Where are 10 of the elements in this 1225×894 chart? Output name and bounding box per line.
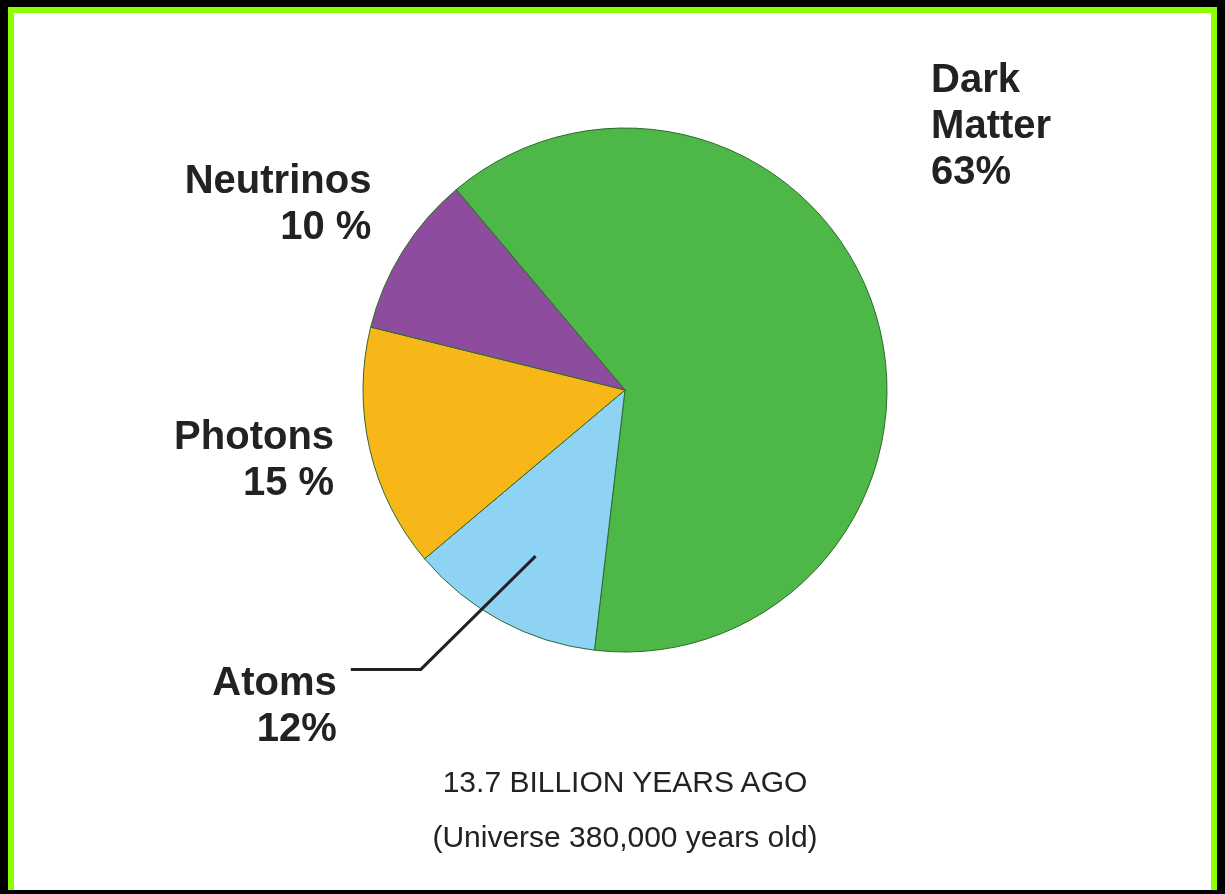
data-label: 10 % xyxy=(280,203,372,248)
slice-label: Dark Matter xyxy=(931,56,1052,147)
data-label: 63% xyxy=(931,148,1012,193)
data-label: 15 % xyxy=(242,458,335,503)
text: 13.7 BILLION YEARS AGO xyxy=(442,765,808,798)
data-label: 12% xyxy=(256,705,337,750)
slice-label: Atoms xyxy=(212,659,337,704)
slice-label: Photons xyxy=(174,412,335,457)
text: (Universe 380,000 years old) xyxy=(432,820,818,853)
slice-label: Neutrinos xyxy=(184,157,372,202)
